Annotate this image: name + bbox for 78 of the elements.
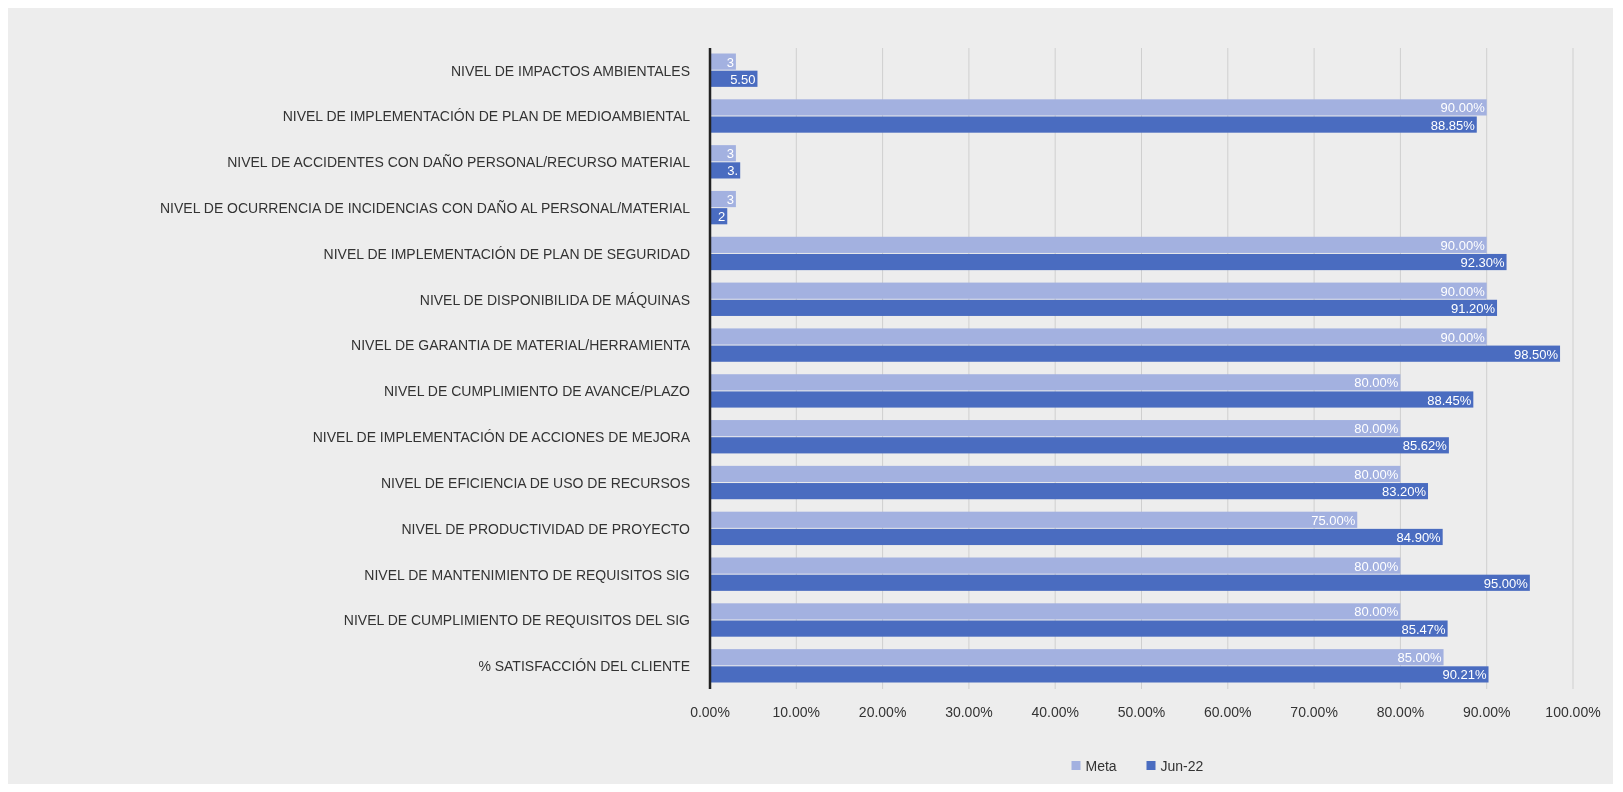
bar (710, 99, 1487, 116)
bar (710, 53, 736, 70)
bar (710, 236, 1487, 253)
bar (710, 116, 1477, 133)
bar (710, 649, 1444, 666)
bar (710, 437, 1449, 454)
bar (710, 253, 1507, 271)
x-tick-label: 40.00% (1031, 704, 1079, 720)
y-tick-label: NIVEL DE MANTENIMIENTO DE REQUISITOS SIG (364, 566, 690, 583)
x-tick-label: 0.00% (690, 704, 730, 720)
y-tick-label: NIVEL DE EFICIENCIA DE USO DE RECURSOS (380, 474, 690, 491)
bar (710, 511, 1358, 528)
data-label: 5.50 (730, 71, 756, 87)
data-label: 80.00% (1354, 558, 1399, 574)
data-label: 85.62% (1402, 438, 1448, 454)
bar (710, 483, 1429, 500)
y-tick-label: NIVEL DE CUMPLIMIENTO DE AVANCE/PLAZO (384, 383, 691, 400)
data-label: 90.00% (1440, 283, 1486, 299)
bar (710, 345, 1561, 362)
bar (710, 299, 1498, 316)
bar (710, 574, 1530, 591)
data-label: 75.00% (1311, 512, 1356, 528)
y-tick-label: NIVEL DE IMPLEMENTACIÓN DE PLAN DE MEDIOAMBIENTAL (282, 108, 691, 125)
data-label: 90.21% (1442, 667, 1487, 683)
data-label: 92.30% (1460, 255, 1505, 271)
bar (710, 620, 1448, 637)
bar (710, 603, 1401, 620)
bar (710, 282, 1487, 299)
x-tick-label: 30.00% (945, 704, 993, 720)
data-label: 88.45% (1427, 392, 1472, 408)
data-label: 3. (727, 163, 739, 179)
x-tick-label: 20.00% (858, 704, 907, 720)
data-label: 2 (718, 209, 726, 225)
x-tick-label: 10.00% (772, 704, 821, 720)
data-label: 3 (726, 192, 734, 208)
bar (710, 666, 1489, 683)
data-label: 80.00% (1354, 604, 1399, 620)
data-label: 85.00% (1397, 650, 1442, 666)
y-tick-label: NIVEL DE IMPLEMENTACIÓN DE PLAN DE SEGURIDAD (323, 245, 690, 262)
data-label: 84.90% (1396, 530, 1442, 546)
y-tick-label: NIVEL DE IMPACTOS AMBIENTALES (450, 62, 690, 79)
y-tick-label: NIVEL DE GARANTIA DE MATERIAL/HERRAMIENTA (351, 337, 691, 354)
y-tick-label: NIVEL DE PRODUCTIVIDAD DE PROYECTO (401, 520, 691, 537)
x-tick-label: 100.00% (1545, 704, 1601, 720)
data-label: 80.00% (1354, 467, 1399, 483)
y-tick-label: NIVEL DE CUMPLIMIENTO DE REQUISITOS DEL SIG (343, 612, 690, 629)
y-tick-label: NIVEL DE OCURRENCIA DE INCIDENCIAS CON DAÑO AL PERSONAL/MATERIAL (159, 200, 691, 217)
data-label: 83.20% (1381, 484, 1427, 500)
data-label: 3 (726, 54, 734, 70)
x-tick-label: 80.00% (1376, 704, 1425, 720)
x-tick-label: 90.00% (1462, 704, 1511, 720)
bar (710, 528, 1443, 546)
bar (710, 391, 1474, 408)
bar (710, 374, 1401, 391)
bar (710, 465, 1401, 483)
data-label: 3 (726, 146, 734, 162)
y-tick-label: NIVEL DE IMPLEMENTACIÓN DE ACCIONES DE MEJORA (312, 429, 691, 446)
bar (710, 557, 1401, 574)
data-label: 88.85% (1430, 117, 1476, 133)
data-label: 90.00% (1440, 100, 1486, 116)
x-tick-label: 50.00% (1117, 704, 1166, 720)
y-tick-label: % SATISFACCIÓN DEL CLIENTE (478, 658, 690, 675)
data-label: 91.20% (1450, 300, 1496, 316)
data-label: 95.00% (1483, 575, 1529, 591)
data-label: 90.00% (1440, 237, 1486, 253)
legend-label: Jun-22 (1160, 757, 1204, 774)
data-label: 85.47% (1401, 621, 1447, 637)
y-tick-label: NIVEL DE DISPONIBILIDA DE MÁQUINAS (419, 291, 690, 308)
bar (710, 420, 1401, 437)
y-tick-label: NIVEL DE ACCIDENTES CON DAÑO PERSONAL/RECURSO MATERIAL (227, 154, 691, 171)
data-label: 80.00% (1354, 421, 1399, 437)
data-label: 90.00% (1440, 329, 1486, 345)
bar (710, 328, 1487, 345)
data-label: 98.50% (1513, 346, 1559, 362)
legend-label: Meta (1085, 757, 1117, 774)
data-label: 80.00% (1354, 375, 1399, 391)
x-tick-label: 70.00% (1290, 704, 1338, 720)
x-tick-label: 60.00% (1204, 704, 1252, 720)
